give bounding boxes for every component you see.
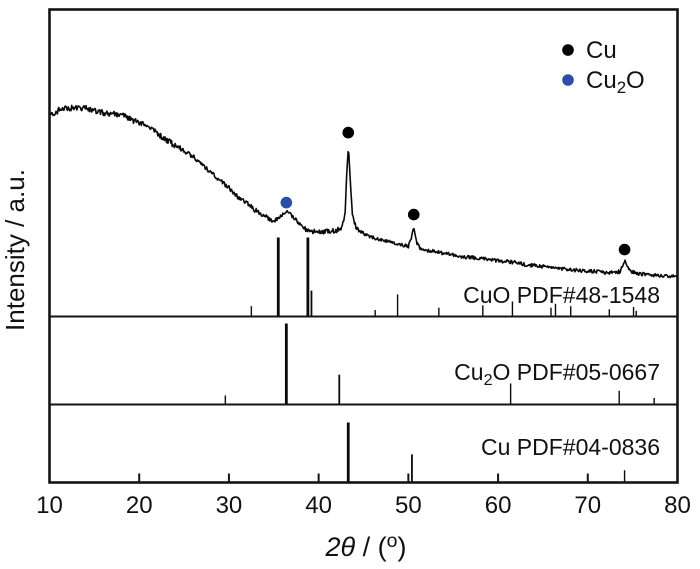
legend: Cu Cu2O: [562, 37, 645, 97]
x-tick-label: 20: [126, 492, 153, 519]
cu2o-peak-marker: [280, 196, 293, 209]
x-tick-label: 60: [485, 492, 512, 519]
y-axis-title: Intensity / a.u.: [0, 169, 30, 331]
x-axis-title: 2θ / (o): [325, 530, 407, 562]
x-tick-label: 50: [395, 492, 422, 519]
x-axis-ticks: [48, 473, 679, 483]
legend-label-cu2o: Cu2O: [586, 67, 645, 97]
cu-peak-marker: [407, 208, 420, 221]
cuo-reference-sticks: [250, 237, 637, 316]
cu2o-legend-dot-icon: [562, 74, 574, 86]
cu-peak-marker: [618, 243, 631, 256]
phase-markers: [280, 126, 631, 256]
plot-border: [48, 8, 679, 484]
x-axis-tick-labels: 10 20 30 40 50 60 70 80: [36, 492, 691, 519]
cu-legend-dot-icon: [562, 44, 574, 56]
cuo-panel-label: CuO PDF#48-1548: [463, 282, 660, 308]
x-tick-label: 40: [305, 492, 332, 519]
x-tick-label: 70: [574, 492, 601, 519]
legend-label-cu: Cu: [586, 37, 617, 64]
x-tick-label: 10: [36, 492, 63, 519]
xrd-curve-path: [49, 104, 678, 279]
x-tick-label: 30: [216, 492, 243, 519]
cu-reference-sticks: [346, 422, 626, 482]
cu-panel-label: Cu PDF#04-0836: [481, 434, 660, 460]
x-tick-label: 80: [664, 492, 691, 519]
experimental-xrd-trace: [49, 104, 678, 279]
cu2o-reference-sticks: [224, 323, 655, 404]
cu2o-panel-label: Cu2O PDF#05-0667: [454, 359, 660, 389]
cu-peak-marker: [342, 126, 355, 139]
